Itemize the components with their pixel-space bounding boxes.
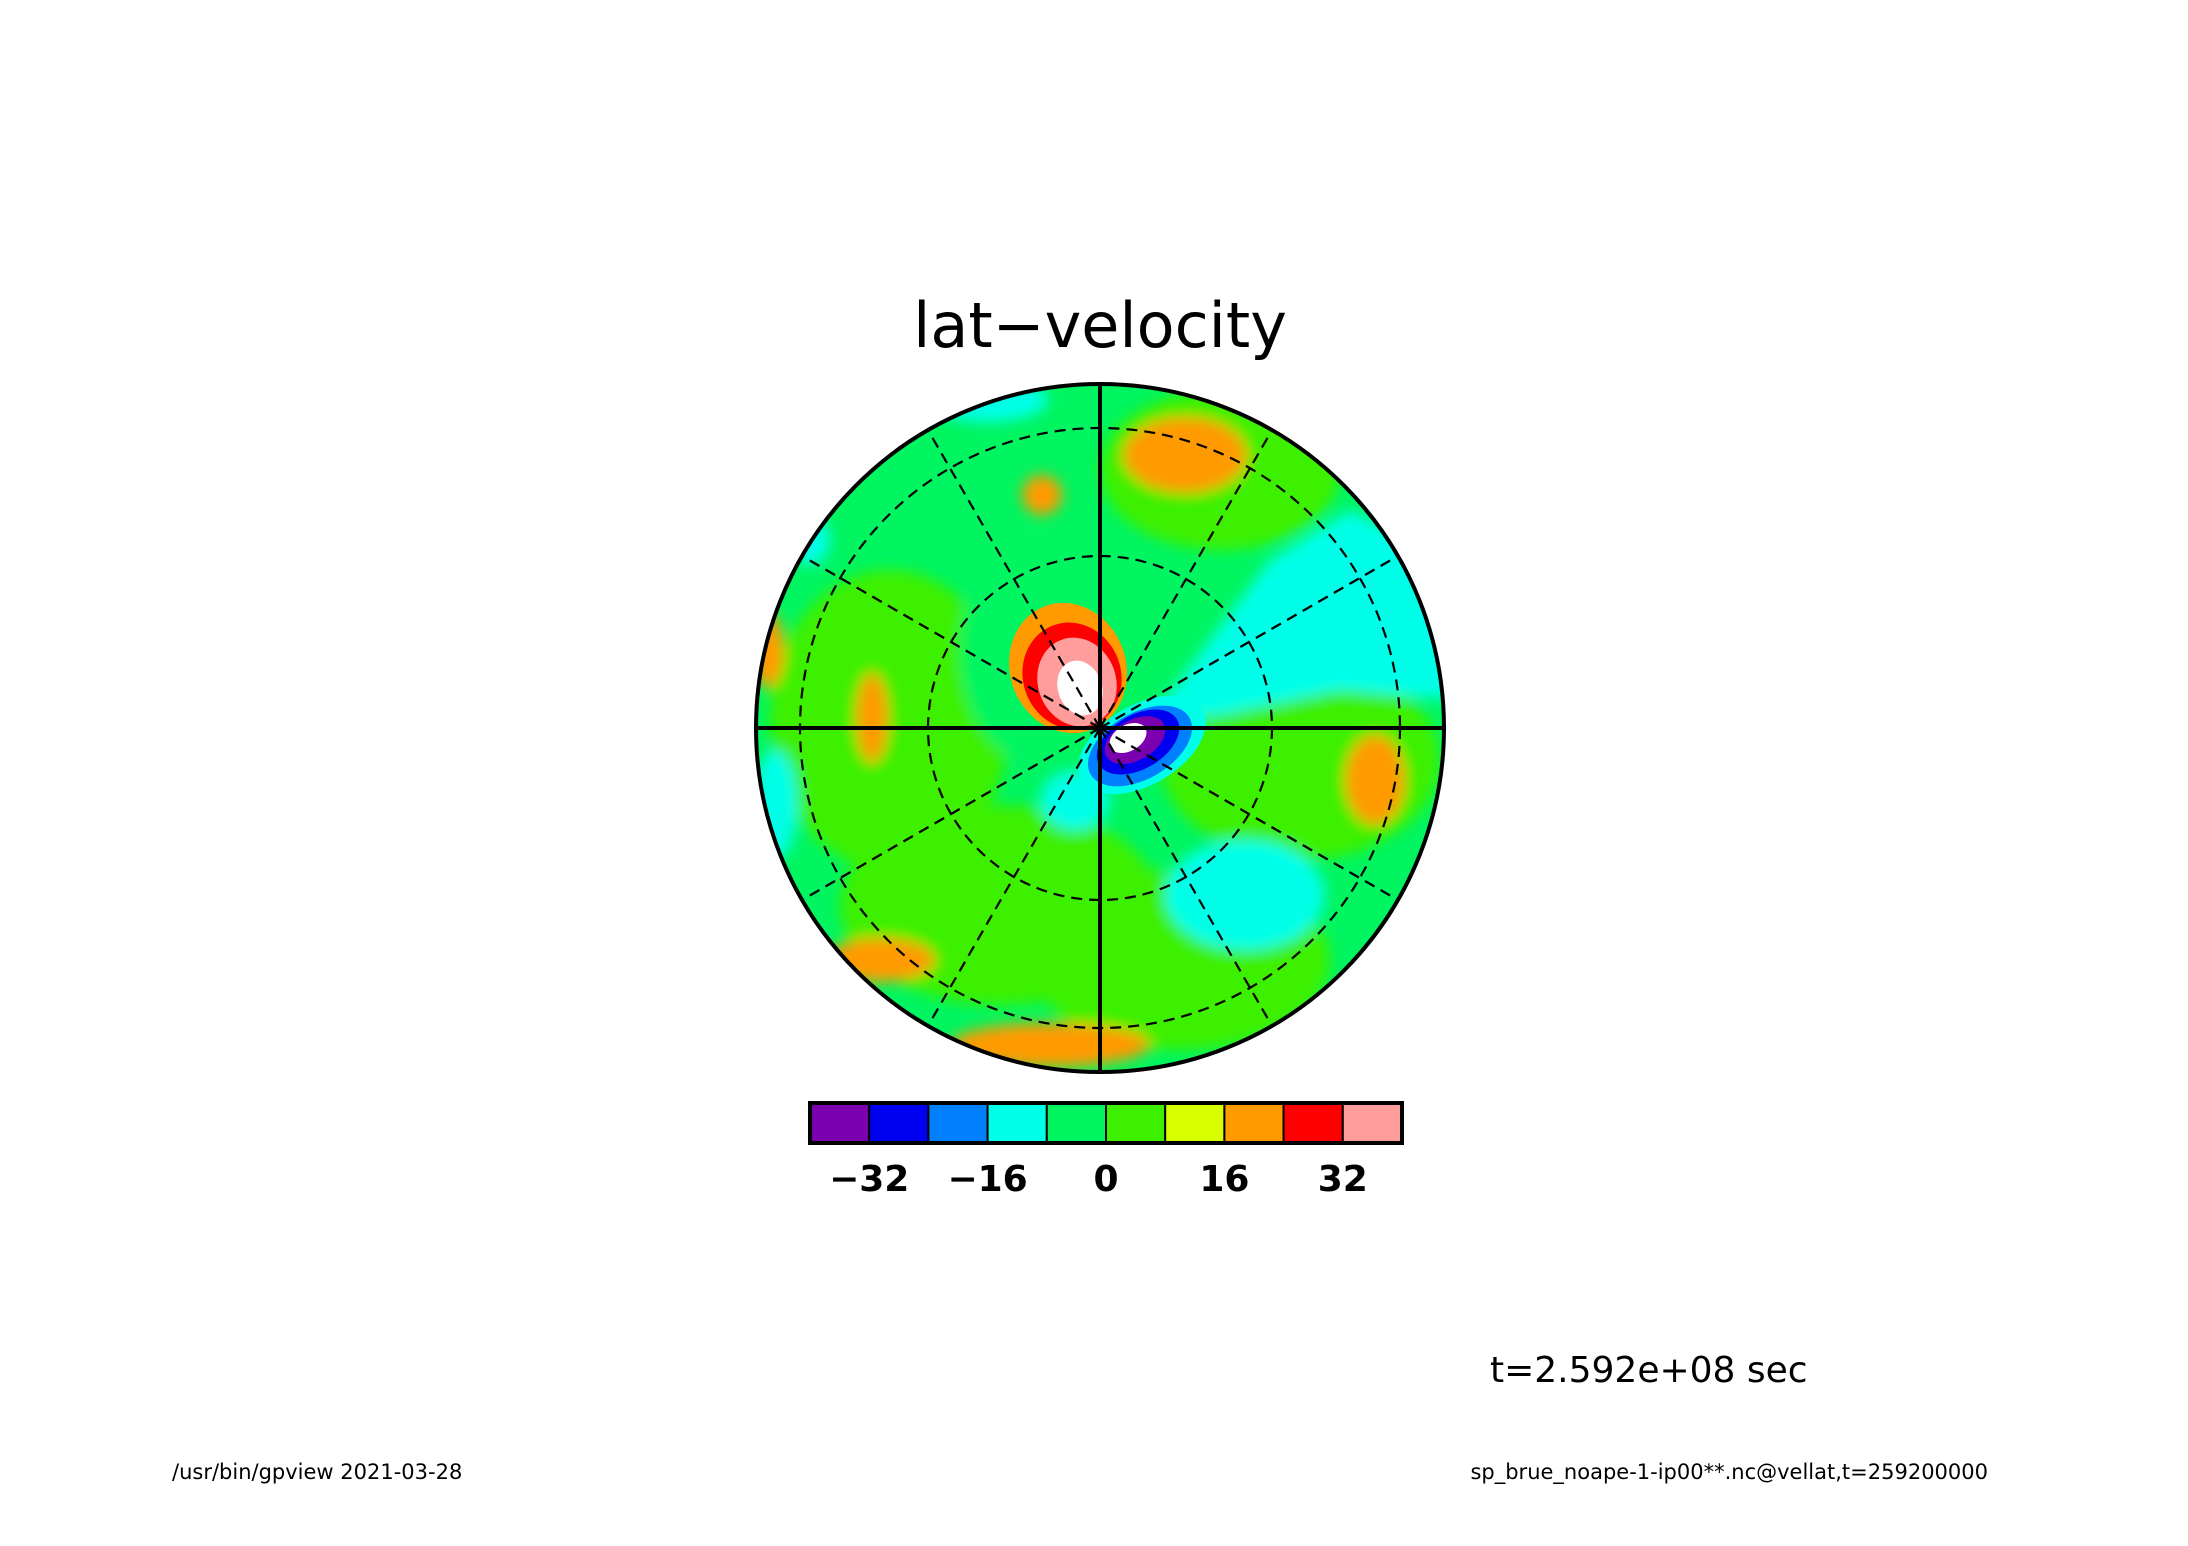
meridian-120 [1099, 727, 1399, 901]
colorbar-tick-label: −16 [947, 1159, 1027, 1200]
field-region-yellow-southwest [825, 938, 935, 982]
meridian-lines [801, 429, 1399, 1027]
colorbar-swatch [1045, 1102, 1108, 1144]
colorbar-swatch [1341, 1102, 1404, 1144]
colorbar-tick-label: 32 [1318, 1159, 1368, 1200]
chart-title: lat−velocity [913, 289, 1287, 362]
colorbar-swatch [868, 1102, 930, 1144]
footer-program-date: /usr/bin/gpview 2021-03-28 [172, 1460, 463, 1484]
field-region-cyan-east-band [1150, 510, 1444, 720]
polar-boundary [754, 382, 1446, 1074]
colorbar-tick-label: −32 [829, 1159, 909, 1200]
colorbar-swatch [1105, 1102, 1167, 1144]
field-region-yellow-northwest-dot [1022, 475, 1062, 515]
colorbar-swatch [1164, 1102, 1226, 1144]
dipole-negative-core [1109, 722, 1147, 754]
footer-source-file: sp_brue_noape-1-ip00**.nc@vellat,t=25920… [1470, 1460, 1988, 1484]
meridian-60 [1099, 555, 1399, 729]
colorbar: −32 −16 0 16 32 [808, 1101, 1404, 1200]
colorbar-swatch [809, 1102, 871, 1144]
meridian-240 [801, 727, 1101, 901]
time-label: t=2.592e+08 sec [1490, 1350, 1808, 1391]
field-region-yellow-north [1123, 417, 1247, 493]
colorbar-tick-label: 0 [1093, 1159, 1118, 1200]
colorbar-swatch [1223, 1102, 1285, 1144]
field-region-yellow-south-rim [950, 1023, 1150, 1067]
field-region-yellow-far-west [756, 612, 784, 688]
colorbar-tick-label: 16 [1199, 1159, 1249, 1200]
field-region-cyan-northwest [928, 384, 1048, 422]
field-contour-regions [756, 384, 1444, 1067]
meridian-150 [1099, 727, 1273, 1027]
field-region-cyan-southeast [1165, 840, 1325, 950]
field-region-yellow-west [856, 673, 888, 763]
field-region-yellow-east [1345, 735, 1405, 825]
colorbar-swatch [986, 1102, 1048, 1144]
meridian-300 [801, 555, 1101, 729]
field-region-west [770, 570, 1010, 870]
meridian-210 [927, 727, 1101, 1027]
colorbar-swatch [1282, 1102, 1344, 1144]
colorbar-frame [808, 1101, 1404, 1145]
colorbar-swatch [927, 1102, 989, 1144]
meridian-30 [1099, 429, 1273, 729]
meridian-330 [927, 429, 1101, 729]
graticule [754, 382, 1446, 1074]
